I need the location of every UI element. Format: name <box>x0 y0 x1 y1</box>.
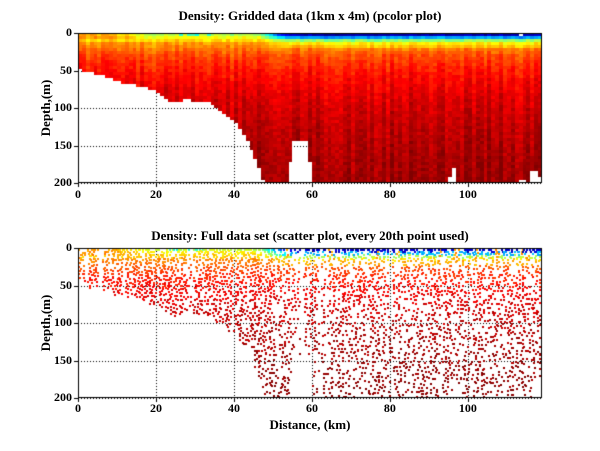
x-tick-label: 0 <box>75 187 81 201</box>
y-tick-label: 100 <box>54 100 72 114</box>
bottom-plot-title: Density: Full data set (scatter plot, ev… <box>151 228 469 243</box>
y-tick-label: 200 <box>54 390 72 404</box>
x-tick-label: 80 <box>383 187 396 201</box>
x-tick-label: 80 <box>383 401 396 415</box>
x-tick-label: 60 <box>305 401 318 415</box>
x-tick-label: 20 <box>149 401 162 415</box>
x-tick-label: 0 <box>75 401 81 415</box>
x-tick-label: 60 <box>305 187 318 201</box>
y-tick-label: 150 <box>54 137 72 152</box>
x-tick-label: 100 <box>458 187 477 201</box>
y-tick-label: 0 <box>66 25 72 39</box>
bottom-plot-xlabel: Distance, (km) <box>269 417 351 432</box>
top-plot-title: Density: Gridded data (1km x 4m) (pcolor… <box>178 8 442 23</box>
y-tick-label: 50 <box>60 277 72 292</box>
x-tick-label: 40 <box>227 187 240 201</box>
x-tick-label: 100 <box>458 401 477 415</box>
y-tick-label: 100 <box>54 315 72 329</box>
x-tick-label: 40 <box>227 401 240 415</box>
x-tick-label: 20 <box>149 187 162 201</box>
y-tick-label: 200 <box>54 175 72 189</box>
y-tick-label: 150 <box>54 352 72 367</box>
y-tick-label: 0 <box>66 240 72 254</box>
y-tick-label: 50 <box>60 62 72 77</box>
